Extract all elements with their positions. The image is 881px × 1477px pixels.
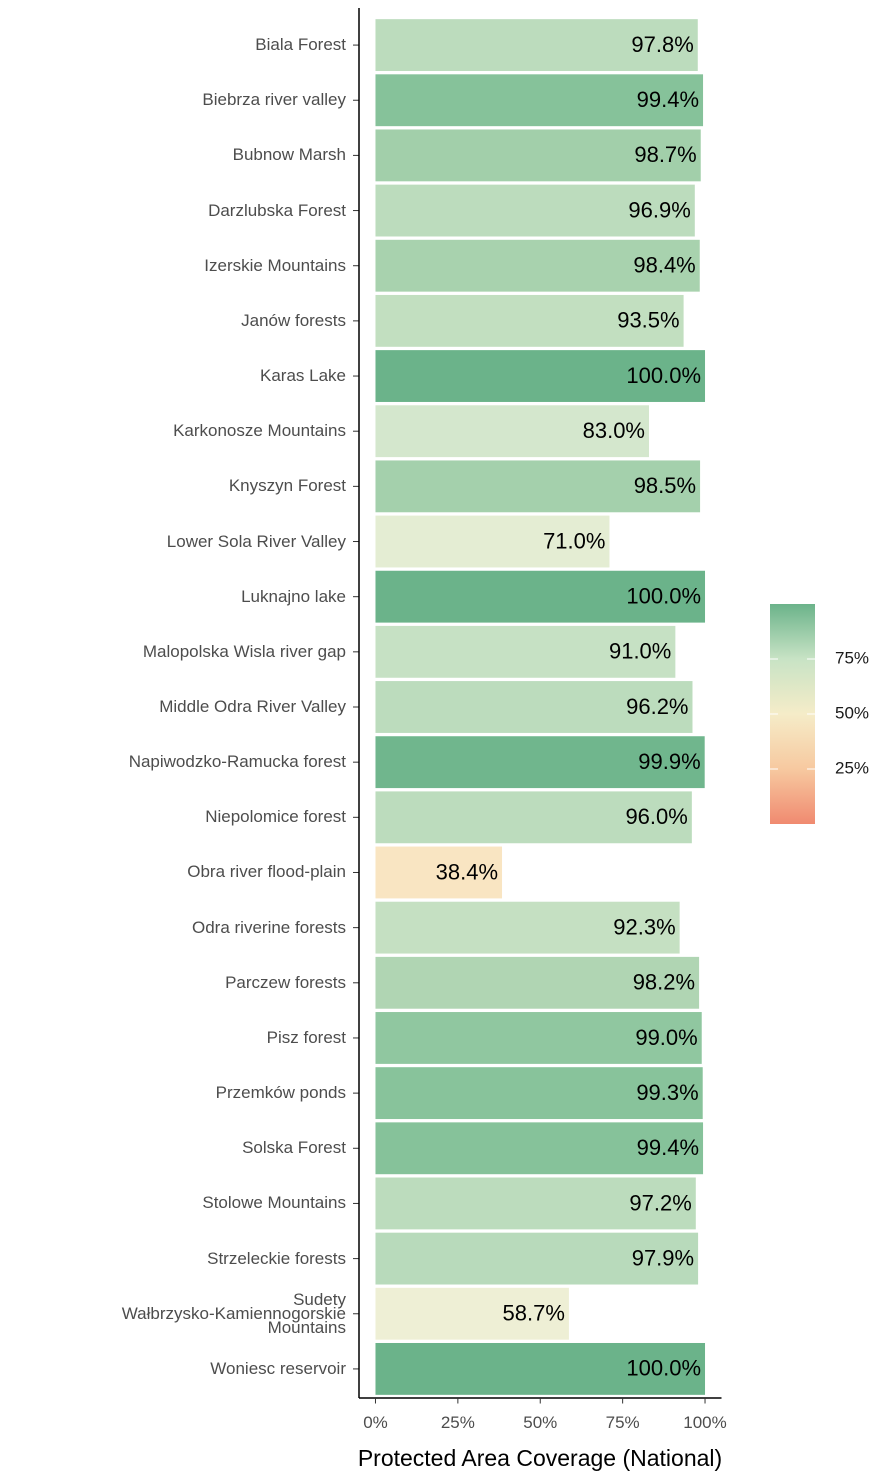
colorbar-label: 75% (835, 648, 869, 667)
bar (375, 239, 700, 292)
y-tick-label: Parczew forests (225, 972, 346, 992)
y-tick-label: Knyszyn Forest (228, 476, 346, 496)
x-tick-label: 25% (441, 1413, 475, 1432)
y-tick-label: Biala Forest (255, 35, 346, 55)
bar (375, 1287, 569, 1340)
value-label: 98.5% (634, 473, 696, 498)
x-tick-label: 50% (523, 1413, 557, 1432)
x-tick-label: 100% (683, 1413, 726, 1432)
y-tick-label: Bubnow Marsh (232, 145, 346, 165)
x-tick-label: 0% (363, 1413, 388, 1432)
bar (375, 1067, 703, 1120)
bar (375, 956, 700, 1009)
value-label: 99.3% (636, 1080, 698, 1105)
bar (375, 515, 610, 568)
y-tick-label: Woniesc reservoir (210, 1358, 346, 1378)
bar (375, 350, 706, 402)
bar (375, 846, 503, 899)
bar (375, 405, 649, 458)
bar (375, 184, 695, 237)
bar (375, 129, 701, 182)
bar (375, 19, 698, 72)
bar (375, 74, 704, 127)
y-tick-label: Stolowe Mountains (202, 1193, 346, 1213)
bar (375, 460, 701, 513)
y-tick-label: Napiwodzko-Ramucka forest (128, 752, 346, 772)
value-label: 71.0% (543, 528, 605, 553)
value-label: 96.0% (625, 804, 687, 829)
value-label: 97.9% (632, 1245, 694, 1270)
y-tick-label: Karas Lake (260, 366, 346, 386)
bar (375, 625, 676, 678)
bar (375, 1177, 696, 1230)
bar (375, 1342, 706, 1395)
value-label: 58.7% (503, 1301, 565, 1326)
y-tick-label: Pisz forest (266, 1027, 346, 1047)
y-tick-label: Biebrza river valley (202, 90, 346, 110)
y-tick-label: Solska Forest (242, 1138, 346, 1158)
bar (375, 570, 706, 623)
value-label: 93.5% (617, 308, 679, 333)
y-tick-label: Darzlubska Forest (208, 200, 346, 220)
y-tick-label: Janów forests (241, 310, 346, 330)
value-label: 99.9% (638, 749, 700, 774)
value-label: 99.4% (637, 87, 699, 112)
y-tick-label: Strzeleckie forests (207, 1248, 346, 1268)
value-label: 83.0% (583, 418, 645, 443)
y-tick-label: Sudety Wałbrzysko-Kamiennogorskie Mounta… (121, 1289, 346, 1337)
y-tick-label: Niepolomice forest (205, 807, 346, 827)
bar (375, 1012, 702, 1064)
colorbar-label: 25% (835, 758, 869, 777)
bar (375, 1232, 699, 1285)
value-label: 91.0% (609, 639, 671, 664)
value-label: 99.0% (635, 1025, 697, 1050)
value-label: 100.0% (626, 1356, 701, 1381)
value-label: 97.8% (631, 32, 693, 57)
x-axis-title: Protected Area Coverage (National) (358, 1445, 722, 1471)
value-label: 96.2% (626, 694, 688, 719)
bar (375, 736, 705, 789)
y-tick-label: Malopolska Wisla river gap (142, 641, 346, 661)
value-label: 99.4% (637, 1135, 699, 1160)
y-tick-label: Middle Odra River Valley (159, 697, 346, 716)
bar (375, 1122, 704, 1175)
y-tick-label: Odra riverine forests (192, 917, 346, 937)
bar (375, 791, 692, 844)
colorbar-label: 50% (835, 703, 869, 722)
value-label: 100.0% (626, 363, 701, 388)
value-label: 96.9% (628, 197, 690, 222)
x-tick-label: 75% (606, 1413, 640, 1432)
bar (375, 294, 684, 347)
value-label: 100.0% (626, 583, 701, 608)
value-label: 38.4% (436, 859, 498, 884)
y-tick-label: Luknajno lake (241, 586, 346, 606)
y-tick-label: Przemków ponds (215, 1083, 346, 1103)
y-tick-label: Izerskie Mountains (204, 255, 346, 275)
y-tick-label: Karkonosze Mountains (173, 421, 346, 441)
value-label: 92.3% (613, 914, 675, 939)
value-label: 98.7% (634, 142, 696, 167)
y-tick-label: Lower Sola River Valley (166, 531, 346, 551)
value-label: 98.4% (633, 253, 695, 278)
value-label: 97.2% (629, 1190, 691, 1215)
bar (375, 681, 693, 733)
y-tick-label: Obra river flood-plain (187, 862, 346, 882)
value-label: 98.2% (633, 970, 695, 995)
bar (375, 901, 680, 954)
